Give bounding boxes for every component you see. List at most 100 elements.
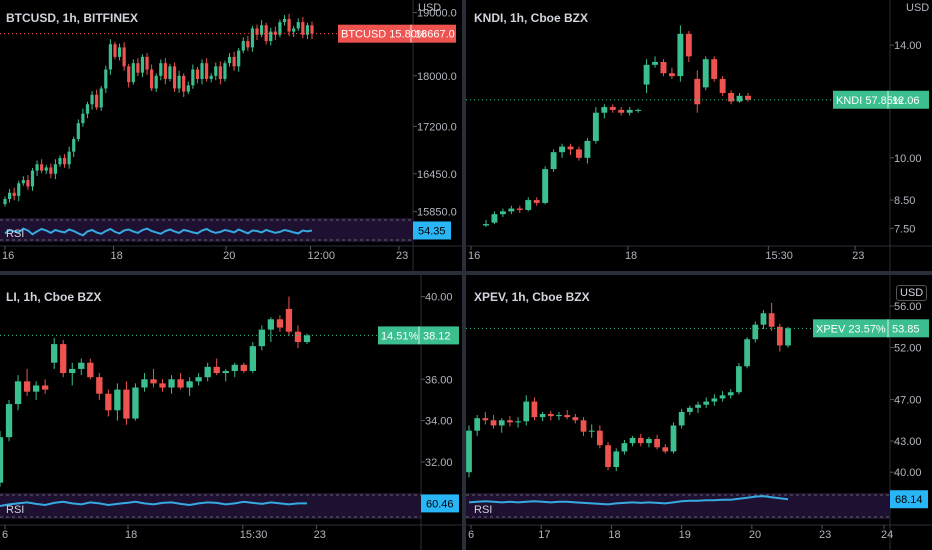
- candle: [21, 176, 25, 186]
- kndi-chart-svg[interactable]: 14.00 10.00 8.50 7.50 16 18 15:30 23 KNDI 57.85%…: [466, 0, 932, 271]
- candle: [531, 397, 538, 421]
- candle: [213, 358, 220, 376]
- chart-pane-li[interactable]: 40.0038.0036.0034.0032.0060.4661815:3023…: [0, 275, 462, 550]
- chart-title-kndi: KNDI, 1h, Cboe BZX: [474, 11, 589, 25]
- candle-body: [53, 164, 58, 174]
- candle-body: [474, 418, 481, 431]
- candle-body: [621, 443, 628, 452]
- candle-body: [90, 94, 94, 105]
- btcusd-chart-svg[interactable]: 19000.0 18000.0 17200.0 16450.0 15850.0 54.35…: [0, 0, 462, 271]
- candle: [498, 418, 505, 433]
- candle-body: [745, 95, 751, 100]
- x-tick-label: 15:30: [765, 250, 793, 262]
- x-tick-label: 19: [679, 529, 691, 541]
- candle-body: [768, 313, 775, 327]
- candle-body: [654, 438, 660, 448]
- x-tick-label: 17: [538, 529, 550, 541]
- candle-body: [41, 385, 49, 390]
- rsi-label-li: RSI: [6, 504, 25, 516]
- candle-body: [49, 167, 53, 174]
- x-tick-label: 18: [125, 529, 137, 541]
- candle-body: [258, 329, 266, 347]
- candle-body: [662, 447, 669, 452]
- candle-body: [550, 152, 557, 170]
- candle: [613, 448, 620, 472]
- rsi-value-label: 68.14: [895, 494, 923, 506]
- candle-body: [44, 167, 48, 171]
- xpev-chart-svg[interactable]: 56.00 52.00 47.00 43.00 40.00 68.14 6 17 18 19 20 2…: [466, 275, 932, 550]
- rsi-label-btcusd: RSI: [6, 228, 25, 240]
- candle-body: [23, 381, 31, 392]
- candle-body: [177, 379, 184, 388]
- candle-body: [685, 33, 692, 57]
- candle: [40, 159, 44, 174]
- x-tick-label: 20: [749, 529, 761, 541]
- unit-label-btcusd: USD: [418, 2, 442, 14]
- candle-body: [231, 364, 238, 371]
- candle-body: [508, 208, 515, 212]
- rsi-line: [0, 500, 307, 507]
- li-chart-svg[interactable]: 40.0038.0036.0034.0032.0060.4661815:3023…: [0, 275, 462, 550]
- candle-body: [668, 73, 675, 77]
- candle-body: [287, 18, 291, 32]
- candle: [621, 440, 628, 455]
- y-tick-label: 15850.0: [417, 207, 457, 219]
- candle: [241, 37, 245, 54]
- rsi-label-xpev: RSI: [474, 504, 493, 516]
- candle-body: [507, 420, 513, 423]
- candle: [785, 326, 791, 348]
- candle: [214, 62, 218, 81]
- candle-body: [40, 164, 44, 171]
- candle: [694, 70, 701, 113]
- candle: [58, 155, 62, 167]
- candle-body: [123, 389, 130, 419]
- candle: [145, 53, 149, 75]
- y-tick-label: 40.00: [894, 467, 922, 479]
- candle: [609, 104, 616, 113]
- price-tag-label: KNDI 57.85%: [836, 95, 903, 107]
- candle-body: [736, 95, 743, 102]
- chart-pane-btcusd[interactable]: 19000.0 18000.0 17200.0 16450.0 15850.0 54.35…: [0, 0, 462, 271]
- candle: [719, 76, 726, 96]
- candle-body: [276, 319, 284, 328]
- candle-body: [605, 445, 611, 468]
- candle: [296, 18, 300, 31]
- candle: [223, 60, 227, 82]
- candle-body: [491, 214, 498, 223]
- candle-body: [635, 109, 642, 111]
- candle: [246, 36, 250, 51]
- chart-pane-xpev[interactable]: 56.00 52.00 47.00 43.00 40.00 68.14 6 17 18 19 20 2…: [466, 275, 932, 550]
- candle: [3, 196, 7, 207]
- candle: [186, 81, 190, 95]
- chart-pane-kndi[interactable]: 14.00 10.00 8.50 7.50 16 18 15:30 23 KNDI 57.85%…: [466, 0, 932, 271]
- candle-body: [686, 407, 693, 412]
- candle-body: [150, 379, 157, 384]
- candle-body: [482, 418, 489, 421]
- candle-body: [67, 151, 71, 165]
- candle: [310, 21, 314, 40]
- candle: [542, 166, 549, 205]
- candle: [490, 415, 497, 429]
- candle: [131, 59, 135, 85]
- candle-body: [542, 169, 549, 203]
- candle-body: [626, 109, 633, 113]
- unit-button-xpev[interactable]: USD: [896, 285, 928, 301]
- price-tag-value: 53.85: [892, 323, 920, 335]
- candle-body: [69, 368, 76, 374]
- candle: [646, 436, 652, 448]
- candle: [533, 197, 540, 206]
- candle: [95, 89, 99, 110]
- candle-body: [246, 41, 250, 48]
- candle-body: [584, 140, 591, 158]
- x-tick-label: 15:30: [240, 529, 268, 541]
- candle: [127, 63, 131, 88]
- candle-body: [292, 28, 296, 32]
- x-tick-label: 6: [468, 529, 474, 541]
- candle: [62, 154, 67, 168]
- y-tick-label: 8.50: [894, 195, 915, 207]
- candle-body: [744, 339, 750, 367]
- x-tick-label: 12:00: [308, 250, 336, 262]
- candle: [592, 107, 599, 144]
- candle: [580, 417, 587, 436]
- candle-body: [7, 192, 12, 200]
